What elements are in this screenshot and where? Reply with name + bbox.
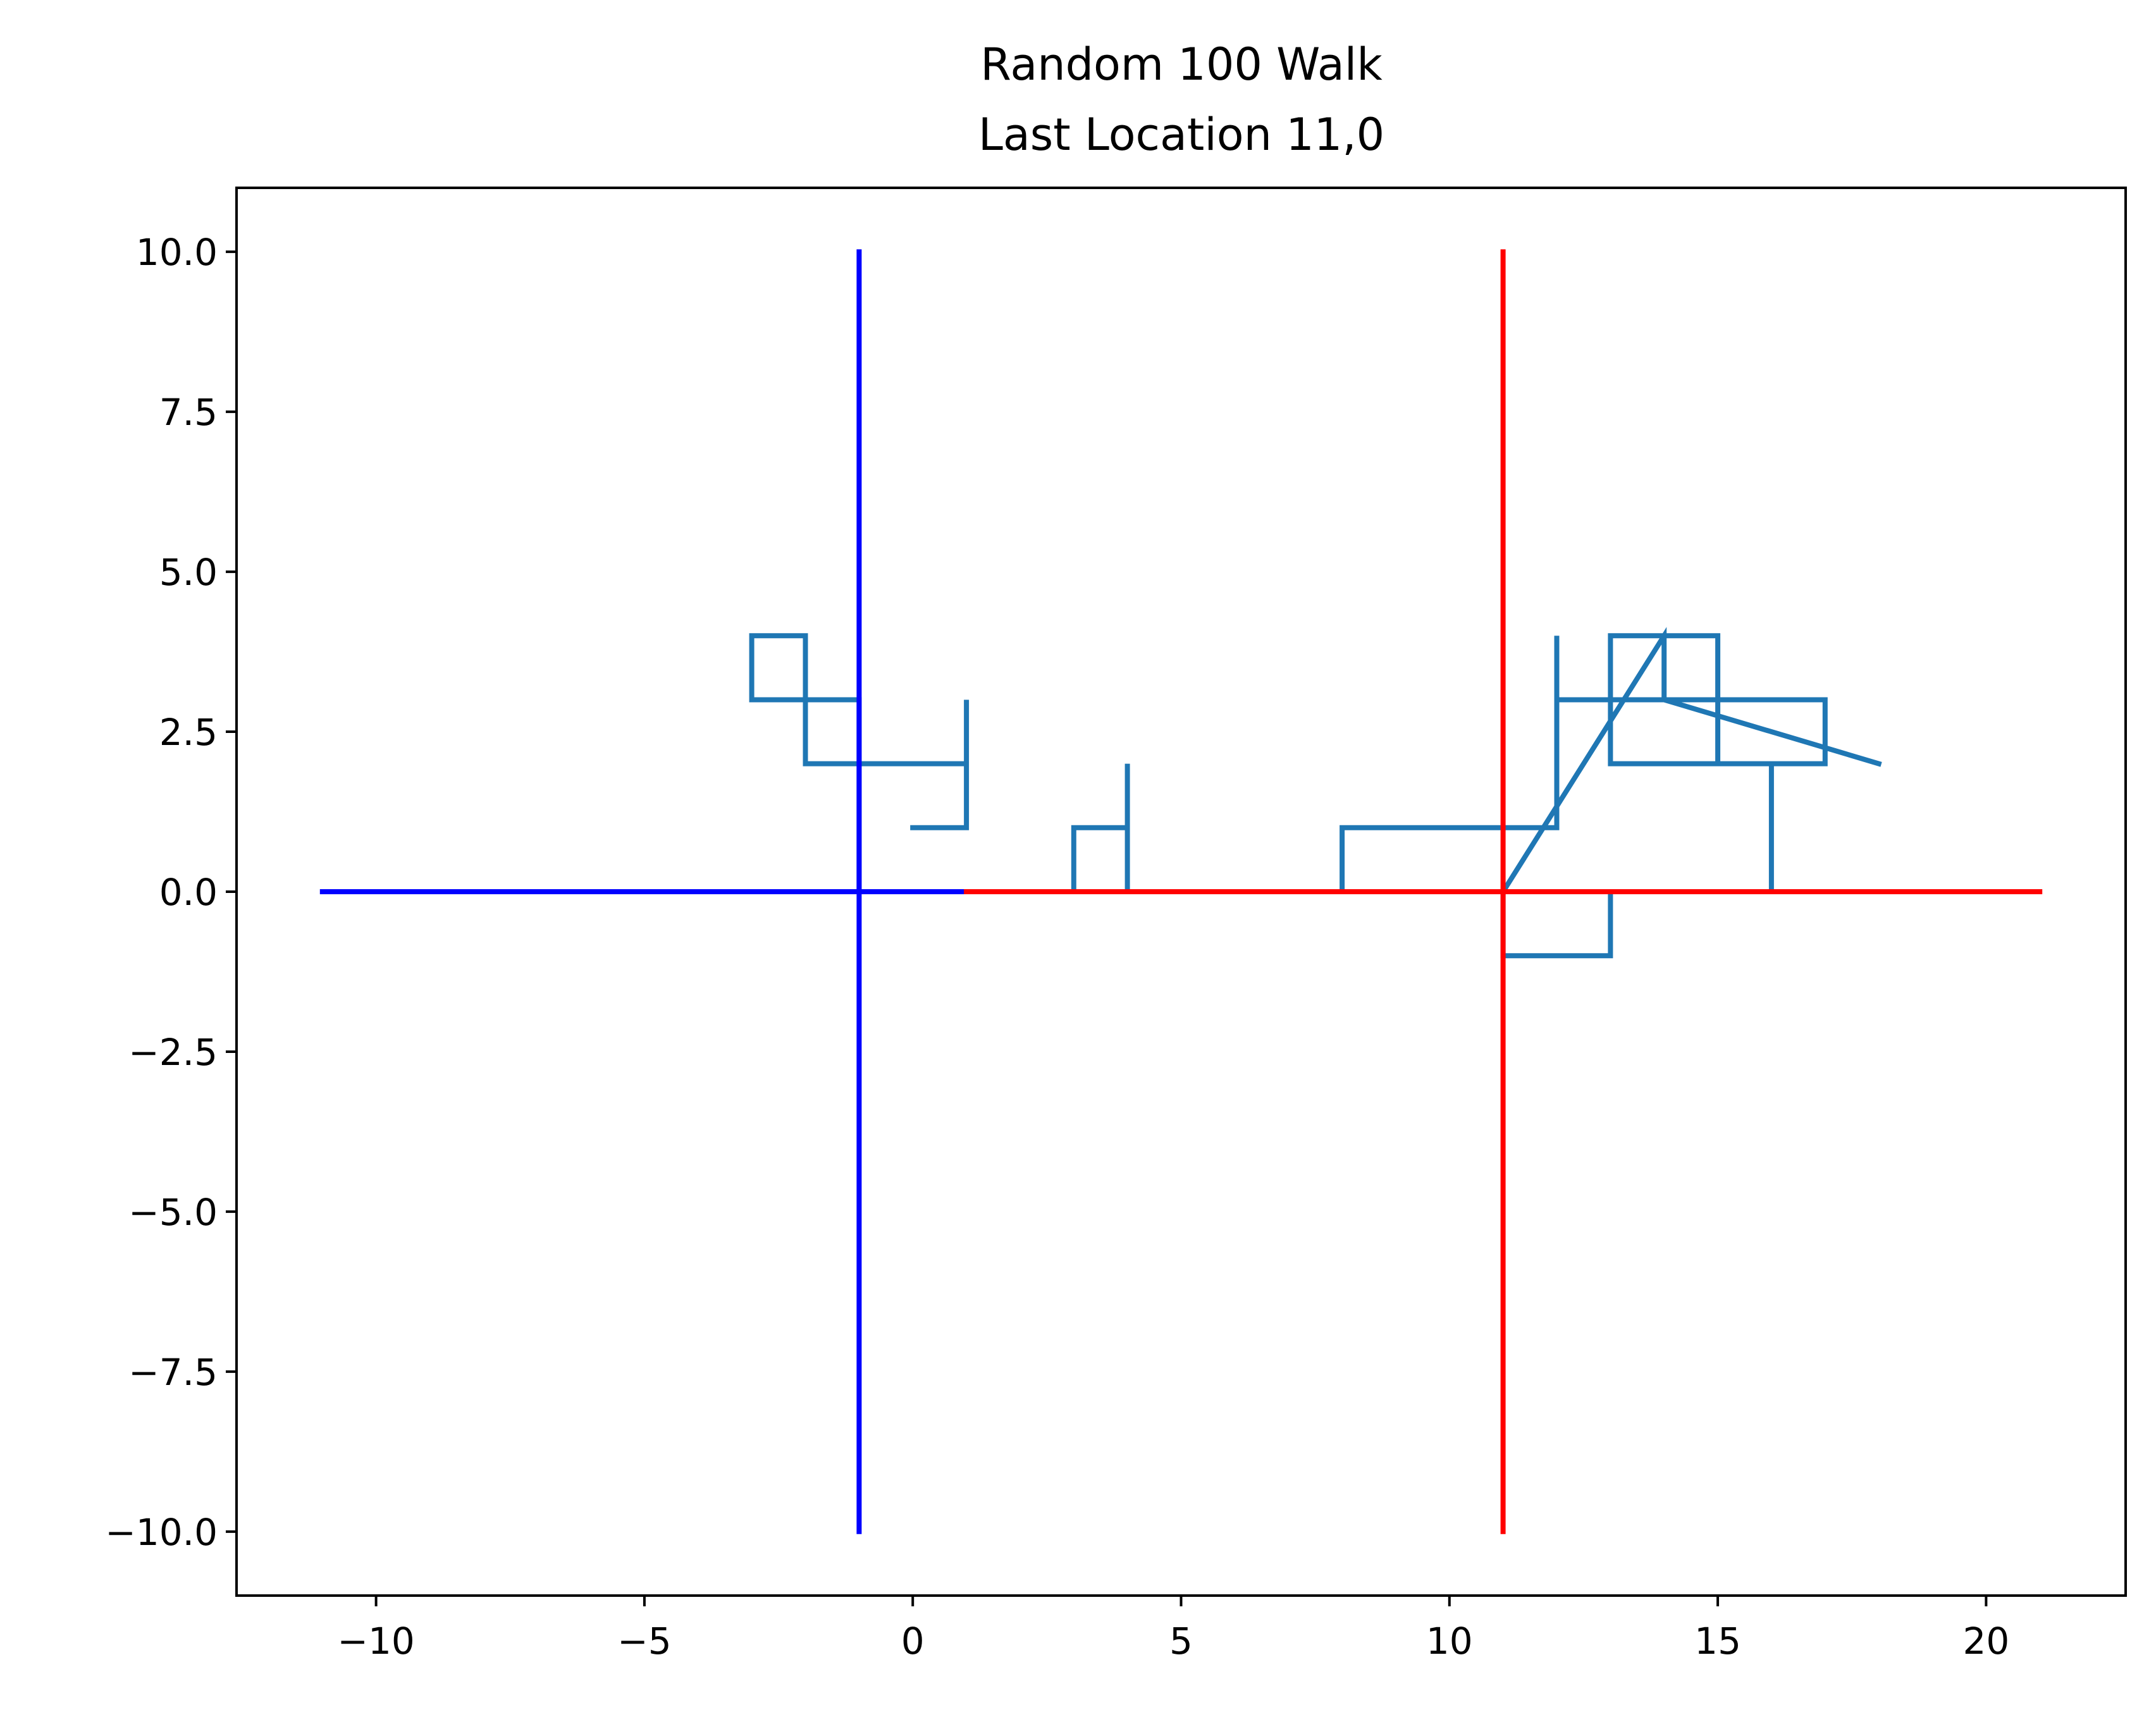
y-tick-label: 10.0 <box>136 231 218 274</box>
x-tick-label: −5 <box>617 1620 672 1663</box>
x-tick-label: 10 <box>1426 1620 1473 1663</box>
y-tick-label: −2.5 <box>128 1031 218 1074</box>
plot-area <box>319 249 2043 1534</box>
x-tick-label: 20 <box>1962 1620 2009 1663</box>
y-tick-label: 5.0 <box>159 551 218 594</box>
series-line-0 <box>749 627 1882 959</box>
y-axis: 10.0 7.5 5.0 2.5 0.0 −2.5 −5.0 −7.5 −10.0 <box>105 231 237 1554</box>
y-tick-label: −10.0 <box>105 1511 218 1554</box>
chart-title: Random 100 Walk <box>980 39 1383 90</box>
chart-subtitle: Last Location 11,0 <box>978 109 1384 161</box>
x-axis: −10 −5 0 5 10 15 20 <box>337 1596 2009 1663</box>
y-tick-label: 2.5 <box>159 711 218 754</box>
y-tick-label: 7.5 <box>159 391 218 434</box>
series-layer <box>319 249 2043 1534</box>
y-tick-label: −7.5 <box>128 1351 218 1394</box>
y-tick-label: −5.0 <box>128 1191 218 1234</box>
x-tick-label: −10 <box>337 1620 414 1663</box>
y-tick-label: 0.0 <box>159 871 218 914</box>
x-tick-label: 5 <box>1169 1620 1193 1663</box>
x-tick-label: 15 <box>1694 1620 1741 1663</box>
x-tick-label: 0 <box>901 1620 925 1663</box>
